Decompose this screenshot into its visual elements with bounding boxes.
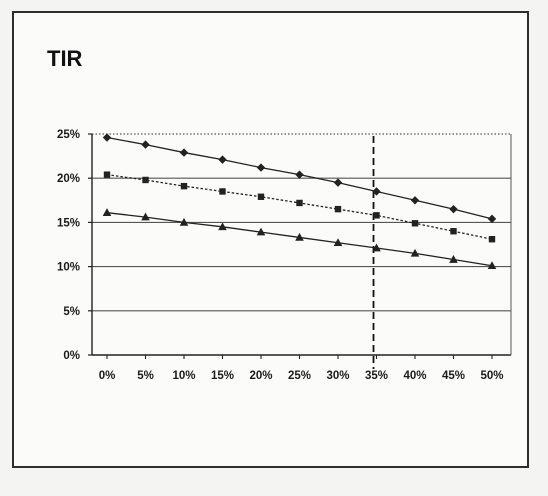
x-tick-label: 40% (403, 370, 426, 382)
data-point-diamond (218, 155, 227, 164)
y-tick-label: 25% (57, 129, 80, 141)
y-tick-label: 10% (57, 262, 80, 274)
data-point-diamond (295, 170, 304, 179)
x-tick-label: 35% (365, 370, 388, 382)
data-point-square (142, 176, 149, 184)
data-point-diamond (372, 187, 381, 196)
x-tick-label: 10% (172, 370, 195, 382)
x-tick-label: 15% (211, 370, 234, 382)
series-line-2 (106, 174, 493, 240)
x-tick-label: 50% (480, 370, 503, 382)
data-point-square (411, 220, 419, 227)
data-point-diamond (449, 204, 458, 214)
y-tick-label: 5% (63, 306, 80, 318)
x-tick-label: 20% (249, 370, 272, 382)
tick-labels: 0% 5% 10% 15% 20% 25% 0% 5% 10% 15% 20% 25% 30% 35% 40… (57, 129, 504, 382)
y-tick-label: 20% (57, 173, 80, 185)
data-point-square (488, 235, 496, 243)
grid-lines (92, 133, 511, 312)
data-point-diamond (179, 148, 189, 157)
x-tick-label: 30% (326, 370, 349, 382)
data-point-square (373, 212, 380, 219)
data-point-square (257, 193, 265, 200)
data-point-triangle (256, 227, 266, 236)
chart-title: TIR (47, 46, 83, 71)
data-point-diamond (410, 196, 420, 205)
data-point-triangle (295, 232, 304, 241)
data-point-triangle (141, 212, 150, 221)
x-tick-label: 5% (137, 370, 154, 382)
data-point-triangle (102, 208, 112, 216)
data-point-diamond (333, 178, 343, 187)
data-point-square (219, 188, 226, 195)
data-point-triangle (372, 243, 381, 252)
data-point-square (103, 171, 111, 178)
data-point-square (450, 228, 457, 235)
x-tick-label: 25% (288, 370, 311, 382)
data-point-triangle (179, 217, 189, 226)
series-group (102, 133, 497, 270)
data-point-diamond (487, 214, 497, 224)
x-tick-label: 45% (442, 370, 465, 382)
data-point-triangle (218, 222, 227, 231)
data-point-triangle (333, 238, 343, 247)
chart-frame (12, 11, 529, 468)
data-point-triangle (410, 248, 420, 257)
data-point-square (296, 199, 303, 207)
y-tick-label: 15% (57, 217, 80, 229)
y-tick-label: 0% (63, 350, 80, 362)
axes (88, 133, 512, 359)
data-point-diamond (256, 163, 266, 172)
x-tick-label: 0% (99, 370, 116, 382)
data-point-square (334, 205, 342, 213)
data-point-diamond (141, 140, 150, 149)
data-point-triangle (487, 261, 497, 270)
data-point-diamond (102, 133, 112, 142)
data-point-square (180, 182, 188, 190)
data-point-triangle (449, 255, 458, 263)
